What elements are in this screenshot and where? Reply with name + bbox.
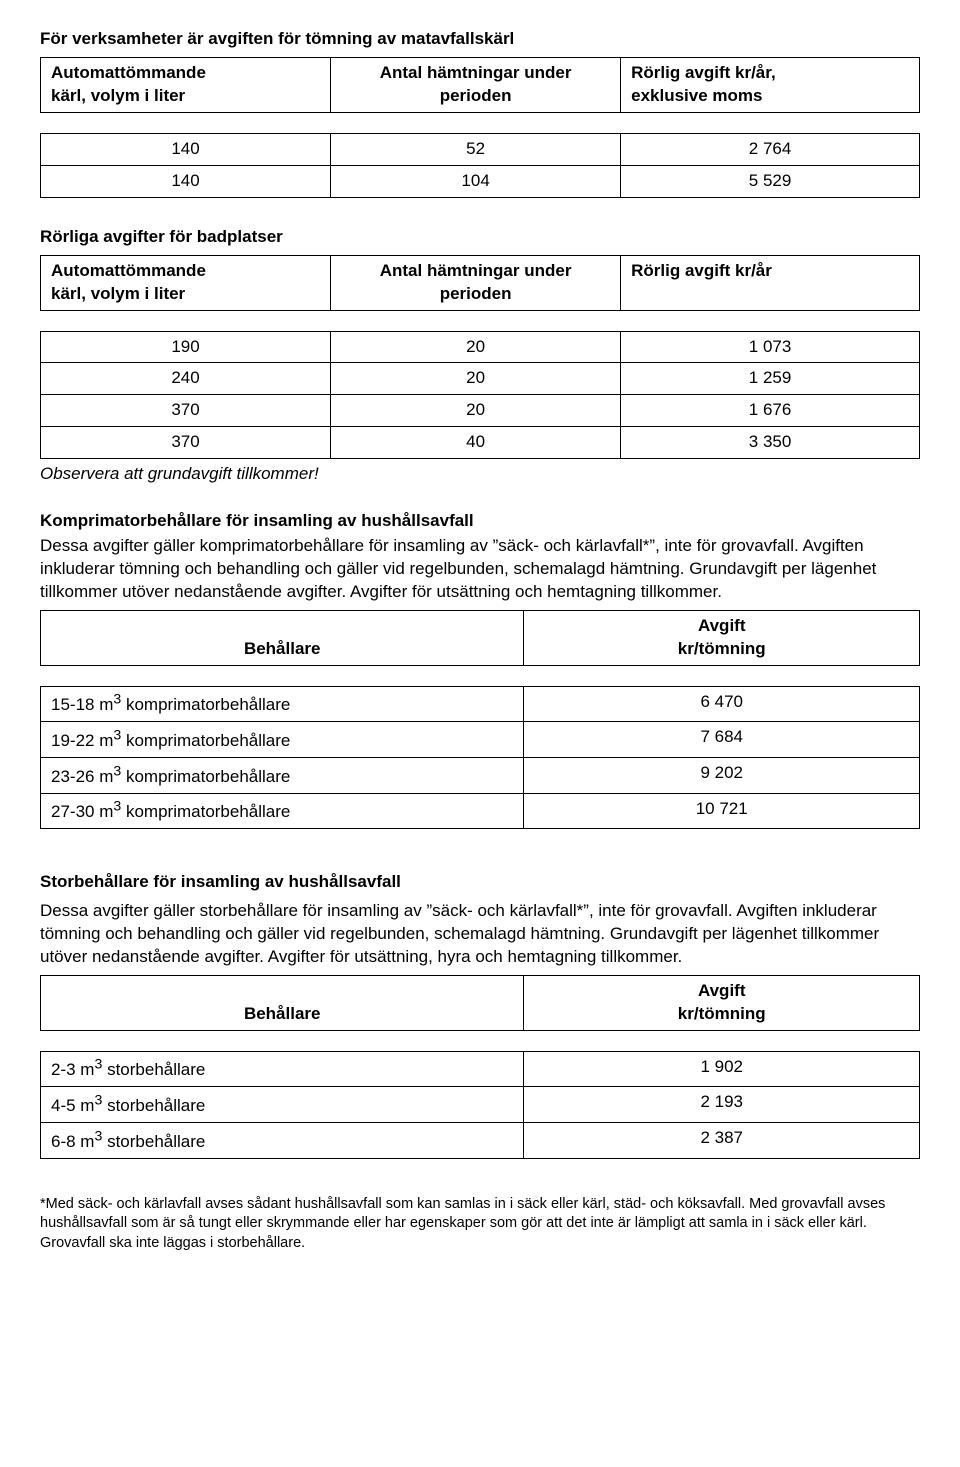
sec2-table: Automattömmande kärl, volym i liter Anta…: [40, 255, 920, 311]
sec4-h1: Avgift kr/tömning: [524, 975, 920, 1030]
table-row: 2-3 m3 storbehållare 1 902: [41, 1051, 920, 1087]
table-row: 27-30 m3 komprimatorbehållare 10 721: [41, 793, 920, 829]
table-row: 140 104 5 529: [41, 165, 920, 197]
table-row: 4-5 m3 storbehållare 2 193: [41, 1087, 920, 1123]
table-row: 23-26 m3 komprimatorbehållare 9 202: [41, 758, 920, 794]
sec2-h2: Rörlig avgift kr/år: [621, 255, 920, 310]
sec2-data: 190 20 1 073 240 20 1 259 370 20 1 676 3…: [40, 331, 920, 460]
table-row: 140 52 2 764: [41, 133, 920, 165]
table-row: 370 40 3 350: [41, 427, 920, 459]
sec3-body: Dessa avgifter gäller komprimatorbehålla…: [40, 535, 920, 604]
sec1-h0: Automattömmande kärl, volym i liter: [41, 57, 331, 112]
sec4-data: 2-3 m3 storbehållare 1 902 4-5 m3 storbe…: [40, 1051, 920, 1159]
sec2-title: Rörliga avgifter för badplatser: [40, 226, 920, 249]
sec4-title: Storbehållare för insamling av hushållsa…: [40, 871, 920, 894]
table-row: 6-8 m3 storbehållare 2 387: [41, 1123, 920, 1159]
table-row: 15-18 m3 komprimatorbehållare 6 470: [41, 686, 920, 722]
sec1-data: 140 52 2 764 140 104 5 529: [40, 133, 920, 198]
table-row: 19-22 m3 komprimatorbehållare 7 684: [41, 722, 920, 758]
sec4-table: Behållare Avgift kr/tömning: [40, 975, 920, 1031]
sec1-title: För verksamheter är avgiften för tömning…: [40, 28, 920, 51]
sec3-h0: Behållare: [41, 610, 524, 665]
sec2-h1: Antal hämtningar under perioden: [331, 255, 621, 310]
sec1-table: Automattömmande kärl, volym i liter Anta…: [40, 57, 920, 113]
table-row: 370 20 1 676: [41, 395, 920, 427]
sec1-h2: Rörlig avgift kr/år, exklusive moms: [621, 57, 920, 112]
sec2-note: Observera att grundavgift tillkommer!: [40, 463, 920, 486]
sec3-table: Behållare Avgift kr/tömning: [40, 610, 920, 666]
sec3-h1: Avgift kr/tömning: [524, 610, 920, 665]
footnote: *Med säck- och kärlavfall avses sådant h…: [40, 1195, 920, 1254]
sec1-h1: Antal hämtningar under perioden: [331, 57, 621, 112]
sec4-h0: Behållare: [41, 975, 524, 1030]
table-row: 240 20 1 259: [41, 363, 920, 395]
sec2-h0: Automattömmande kärl, volym i liter: [41, 255, 331, 310]
sec4-body: Dessa avgifter gäller storbehållare för …: [40, 900, 920, 969]
sec3-title: Komprimatorbehållare för insamling av hu…: [40, 510, 920, 533]
sec3-data: 15-18 m3 komprimatorbehållare 6 470 19-2…: [40, 686, 920, 829]
table-row: 190 20 1 073: [41, 331, 920, 363]
